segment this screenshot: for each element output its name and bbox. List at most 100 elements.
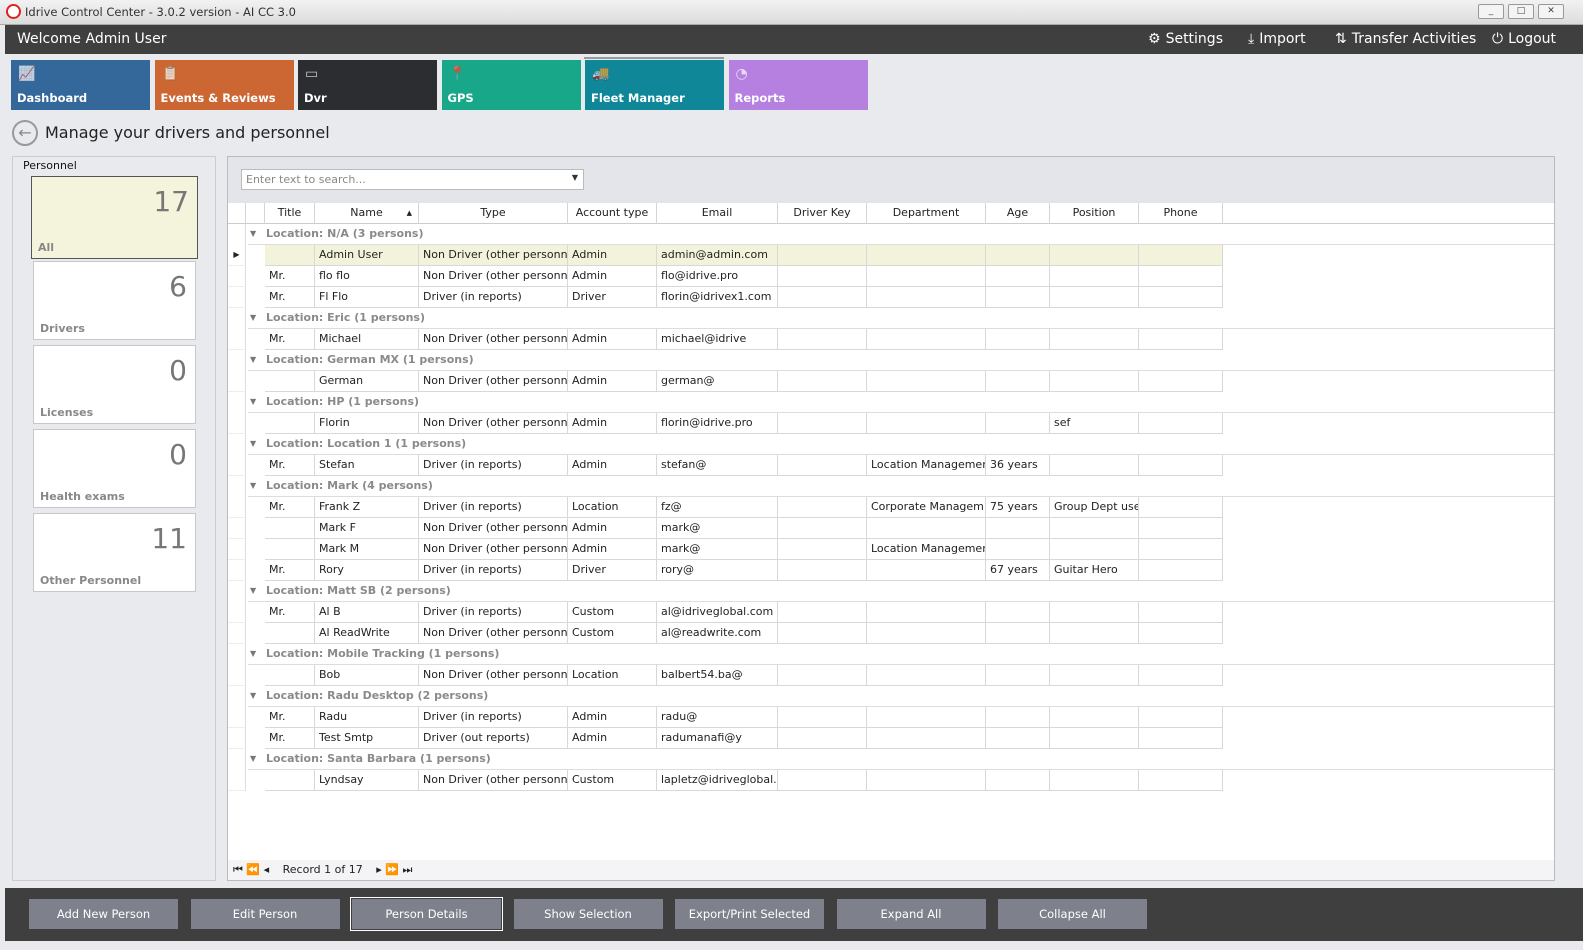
import-link[interactable]: ⤓ Import: [1248, 31, 1306, 47]
cell-type[interactable]: Driver (in reports): [419, 455, 568, 476]
cell-department[interactable]: [867, 665, 986, 686]
group-row[interactable]: ▼ Location: Location 1 (1 persons): [228, 434, 1554, 455]
cell-age[interactable]: [986, 518, 1050, 539]
cell-account-type[interactable]: Custom: [568, 770, 657, 791]
expand-all-button[interactable]: Expand All: [836, 899, 986, 929]
column-header-age[interactable]: Age: [986, 203, 1050, 224]
cell-type[interactable]: Non Driver (other personnel): [419, 665, 568, 686]
cell-name[interactable]: Al B: [315, 602, 419, 623]
cell-department[interactable]: [867, 413, 986, 434]
tile-events-reviews[interactable]: 📋 Events & Reviews: [154, 60, 294, 110]
cell-name[interactable]: Mark M: [315, 539, 419, 560]
cell-title[interactable]: Mr.: [265, 497, 315, 518]
table-row[interactable]: Lyndsay Non Driver (other personnel) Custo…: [228, 770, 1554, 791]
table-row[interactable]: Al ReadWrite Non Driver (other personnel)…: [228, 623, 1554, 644]
cell-email[interactable]: florin@idrivex1.com: [657, 287, 778, 308]
cell-age[interactable]: [986, 371, 1050, 392]
tile-gps[interactable]: 📍 GPS: [441, 60, 581, 110]
cell-title[interactable]: [265, 245, 315, 266]
cell-name[interactable]: Bob: [315, 665, 419, 686]
cell-title[interactable]: Mr.: [265, 266, 315, 287]
cell-age[interactable]: 67 years: [986, 560, 1050, 581]
cell-department[interactable]: [867, 518, 986, 539]
card-all[interactable]: 17 All: [31, 176, 198, 259]
table-row[interactable]: Bob Non Driver (other personnel) Location b…: [228, 665, 1554, 686]
cell-email[interactable]: al@readwrite.com: [657, 623, 778, 644]
tile-fleet-manager[interactable]: 🚚 Fleet Manager: [585, 60, 724, 110]
cell-email[interactable]: stefan@: [657, 455, 778, 476]
cell-type[interactable]: Driver (in reports): [419, 497, 568, 518]
cell-driver-key[interactable]: [778, 518, 867, 539]
collapse-arrow-icon[interactable]: ▼: [250, 355, 257, 364]
cell-title[interactable]: [265, 539, 315, 560]
cell-email[interactable]: michael@idrive: [657, 329, 778, 350]
table-row[interactable]: German Non Driver (other personnel) Admin g…: [228, 371, 1554, 392]
column-header-email[interactable]: Email: [657, 203, 778, 224]
cell-name[interactable]: flo flo: [315, 266, 419, 287]
group-row[interactable]: ▼ Location: Matt SB (2 persons): [228, 581, 1554, 602]
prev-page-icon[interactable]: ⏪: [246, 863, 261, 876]
table-row[interactable]: Mr. Frank Z Driver (in reports) Location fz@…: [228, 497, 1554, 518]
cell-driver-key[interactable]: [778, 560, 867, 581]
card-health-exams[interactable]: 0 Health exams: [33, 429, 196, 508]
collapse-all-button[interactable]: Collapse All: [998, 899, 1147, 929]
cell-phone[interactable]: [1139, 770, 1223, 791]
export-print-selected-button[interactable]: Export/Print Selected: [675, 899, 824, 929]
cell-title[interactable]: Mr.: [265, 728, 315, 749]
cell-email[interactable]: german@: [657, 371, 778, 392]
cell-position[interactable]: [1050, 371, 1139, 392]
cell-age[interactable]: 75 years: [986, 497, 1050, 518]
cell-driver-key[interactable]: [778, 266, 867, 287]
close-button[interactable]: ✕: [1538, 4, 1564, 19]
cell-type[interactable]: Non Driver (other personnel): [419, 623, 568, 644]
cell-position[interactable]: [1050, 623, 1139, 644]
cell-position[interactable]: [1050, 287, 1139, 308]
table-row[interactable]: Mr. Al B Driver (in reports) Custom al@idriv…: [228, 602, 1554, 623]
cell-department[interactable]: [867, 707, 986, 728]
cell-email[interactable]: admin@admin.com: [657, 245, 778, 266]
group-row[interactable]: ▼ Location: Mark (4 persons): [228, 476, 1554, 497]
tile-dashboard[interactable]: 📈 Dashboard: [11, 60, 150, 110]
collapse-arrow-icon[interactable]: ▼: [250, 586, 257, 595]
cell-title[interactable]: Mr.: [265, 329, 315, 350]
cell-age[interactable]: [986, 623, 1050, 644]
cell-type[interactable]: Driver (out reports): [419, 728, 568, 749]
cell-account-type[interactable]: Admin: [568, 371, 657, 392]
cell-title[interactable]: Mr.: [265, 707, 315, 728]
cell-position[interactable]: [1050, 539, 1139, 560]
table-row[interactable]: Mr. Radu Driver (in reports) Admin radu@: [228, 707, 1554, 728]
cell-account-type[interactable]: Admin: [568, 707, 657, 728]
cell-position[interactable]: Group Dept user: [1050, 497, 1139, 518]
cell-department[interactable]: [867, 560, 986, 581]
prev-record-icon[interactable]: ◂: [263, 863, 270, 876]
table-row[interactable]: Mr. Michael Non Driver (other personnel) Ad…: [228, 329, 1554, 350]
cell-position[interactable]: [1050, 707, 1139, 728]
cell-account-type[interactable]: Location: [568, 497, 657, 518]
cell-position[interactable]: [1050, 770, 1139, 791]
cell-type[interactable]: Non Driver (other personnel): [419, 539, 568, 560]
cell-account-type[interactable]: Location: [568, 665, 657, 686]
cell-department[interactable]: [867, 602, 986, 623]
cell-account-type[interactable]: Custom: [568, 623, 657, 644]
cell-type[interactable]: Driver (in reports): [419, 287, 568, 308]
table-row[interactable]: Mark M Non Driver (other personnel) Admin m…: [228, 539, 1554, 560]
column-header-department[interactable]: Department: [867, 203, 986, 224]
cell-phone[interactable]: [1139, 560, 1223, 581]
cell-type[interactable]: Non Driver (other personnel): [419, 329, 568, 350]
cell-type[interactable]: Driver (in reports): [419, 707, 568, 728]
edit-person-button[interactable]: Edit Person: [190, 899, 340, 929]
search-input[interactable]: Enter text to search... ▼: [241, 169, 584, 190]
cell-type[interactable]: Non Driver (other personnel): [419, 266, 568, 287]
cell-title[interactable]: [265, 770, 315, 791]
group-row[interactable]: ▼ Location: N/A (3 persons): [228, 224, 1554, 245]
collapse-arrow-icon[interactable]: ▼: [250, 229, 257, 238]
show-selection-button[interactable]: Show Selection: [513, 899, 663, 929]
cell-driver-key[interactable]: [778, 329, 867, 350]
next-record-icon[interactable]: ▸: [376, 863, 382, 876]
cell-age[interactable]: [986, 770, 1050, 791]
cell-account-type[interactable]: Admin: [568, 245, 657, 266]
cell-driver-key[interactable]: [778, 455, 867, 476]
cell-title[interactable]: [265, 413, 315, 434]
cell-position[interactable]: [1050, 266, 1139, 287]
cell-driver-key[interactable]: [778, 371, 867, 392]
